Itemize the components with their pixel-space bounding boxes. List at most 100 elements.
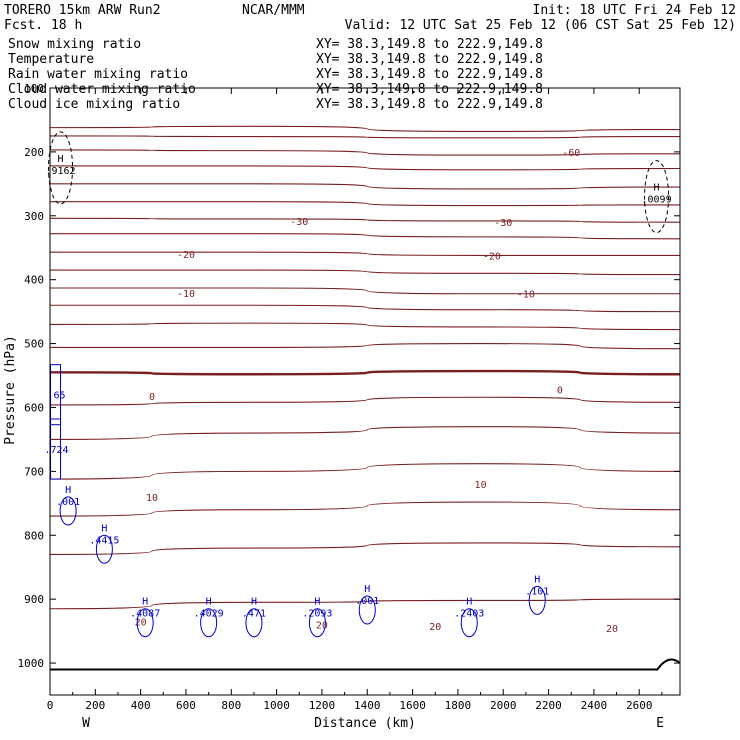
snow-max-value: .0099 bbox=[641, 195, 671, 206]
isotherm-line bbox=[49, 125, 681, 132]
x-tick-label: 400 bbox=[131, 699, 151, 712]
cloud-water-contour bbox=[528, 585, 546, 615]
field-name: Rain water mixing ratio bbox=[8, 67, 188, 82]
x-tick-label: 0 bbox=[47, 699, 54, 712]
y-tick-label: 900 bbox=[24, 593, 44, 606]
isotherm-label: 20 bbox=[606, 624, 618, 635]
snow-contour bbox=[48, 131, 74, 205]
x-tick-label: 1200 bbox=[309, 699, 336, 712]
cloud-water-max-value: .2403 bbox=[454, 609, 484, 620]
cloud-water-max-marker: H bbox=[101, 523, 107, 534]
valid-time: Valid: 12 UTC Sat 25 Feb 12 (06 CST Sat … bbox=[345, 18, 736, 33]
isotherm-line bbox=[49, 463, 681, 480]
west-label: W bbox=[82, 716, 90, 731]
cloud-water-contour bbox=[245, 608, 263, 638]
forecast-hour: Fcst. 18 h bbox=[4, 18, 82, 33]
isotherm-line bbox=[49, 217, 681, 223]
isotherm-label: 10 bbox=[146, 493, 158, 504]
isotherm-label: 20 bbox=[135, 618, 147, 629]
isotherm-label: 20 bbox=[429, 622, 441, 633]
cloud-water-max-value: .4415 bbox=[89, 535, 119, 546]
y-tick-label: 400 bbox=[24, 274, 44, 287]
isotherm-line bbox=[50, 343, 681, 350]
y-tick-label: 500 bbox=[24, 338, 44, 351]
isotherm-line bbox=[49, 322, 681, 331]
cloud-water-max-value: .2093 bbox=[302, 609, 332, 620]
cloud-water-max-marker: H bbox=[142, 597, 148, 608]
cloud-water-contour bbox=[308, 608, 326, 638]
isotherm-line bbox=[49, 501, 681, 517]
isotherm-label: -10 bbox=[177, 289, 195, 300]
x-tick-label: 200 bbox=[85, 699, 105, 712]
snow-max-marker: H bbox=[58, 154, 64, 165]
x-tick-label: 800 bbox=[221, 699, 241, 712]
isotherm-label: 10 bbox=[475, 480, 487, 491]
isotherm-label: -60 bbox=[562, 148, 580, 159]
field-xy: XY= 38.3,149.8 to 222.9,149.8 bbox=[316, 82, 543, 97]
model-title: TORERO 15km ARW Run2 bbox=[4, 3, 161, 18]
rain-contour bbox=[50, 418, 62, 480]
isotherm-line bbox=[50, 165, 681, 171]
cloud-water-contour bbox=[59, 496, 77, 526]
x-tick-label: 2400 bbox=[581, 699, 608, 712]
isotherm-label: -20 bbox=[177, 250, 195, 261]
x-tick-label: 2600 bbox=[626, 699, 653, 712]
isotherm-line bbox=[49, 149, 681, 156]
x-tick-label: 600 bbox=[176, 699, 196, 712]
cloud-water-max-marker: H bbox=[466, 597, 472, 608]
cloud-water-max-value: .001 bbox=[56, 497, 80, 508]
isotherm-label: 20 bbox=[316, 621, 328, 632]
x-tick-label: 1400 bbox=[354, 699, 381, 712]
isotherm-line bbox=[49, 369, 681, 376]
east-label: E bbox=[656, 716, 664, 731]
field-legend: Snow mixing ratio XY= 38.3,149.8 to 222.9… bbox=[8, 37, 543, 112]
cloud-water-max-marker: H bbox=[206, 597, 212, 608]
cloud-water-max-value: .471 bbox=[242, 609, 266, 620]
cloud-water-max-value: .101 bbox=[525, 586, 549, 597]
isotherm-line bbox=[49, 542, 681, 555]
org-label: NCAR/MMM bbox=[242, 3, 305, 18]
plot-frame bbox=[49, 87, 681, 696]
field-xy: XY= 38.3,149.8 to 222.9,149.8 bbox=[316, 37, 543, 52]
y-tick-label: 700 bbox=[24, 465, 44, 478]
isotherm-line bbox=[49, 426, 681, 440]
y-axis-label: Pressure (hPa) bbox=[3, 335, 18, 445]
y-tick-label: 100 bbox=[24, 82, 44, 95]
cloud-water-max-marker: H bbox=[364, 584, 370, 595]
isotherm-line bbox=[50, 183, 681, 190]
y-tick-label: 300 bbox=[24, 210, 44, 223]
isotherm-label: -20 bbox=[483, 251, 501, 262]
isotherm-label: 0 bbox=[149, 392, 155, 403]
y-tick-label: 200 bbox=[24, 146, 44, 159]
x-tick-label: 2200 bbox=[535, 699, 562, 712]
isotherm-label: -30 bbox=[290, 217, 308, 228]
isotherm-line bbox=[50, 201, 681, 207]
y-tick-label: 600 bbox=[24, 401, 44, 414]
isotherm-line bbox=[49, 269, 681, 276]
isotherm-line bbox=[49, 598, 681, 610]
field-name: Snow mixing ratio bbox=[8, 37, 141, 52]
isotherm-line bbox=[49, 304, 681, 313]
init-time: Init: 18 UTC Fri 24 Feb 12 bbox=[533, 3, 737, 18]
isotherm-line bbox=[50, 287, 680, 295]
cloud-water-contour bbox=[460, 608, 478, 638]
rain-contour bbox=[50, 364, 62, 426]
rain-max-value: .65 bbox=[48, 391, 66, 402]
cloud-water-max-marker: H bbox=[251, 597, 257, 608]
isotherm-line bbox=[50, 233, 681, 240]
isotherm-label: -30 bbox=[494, 218, 512, 229]
field-name: Cloud water mixing ratio bbox=[8, 82, 196, 97]
cloud-water-max-marker: H bbox=[534, 574, 540, 585]
field-name: Cloud ice mixing ratio bbox=[8, 97, 180, 112]
cloud-water-contour bbox=[358, 595, 376, 625]
y-tick-label: 1000 bbox=[18, 657, 45, 670]
x-tick-label: 1000 bbox=[263, 699, 290, 712]
isotherm-line bbox=[49, 396, 681, 406]
x-axis-label: Distance (km) bbox=[314, 716, 416, 731]
snow-max-value: .9162 bbox=[45, 166, 75, 177]
rain-max-value: .724 bbox=[44, 445, 68, 456]
field-xy: XY= 38.3,149.8 to 222.9,149.8 bbox=[316, 52, 543, 67]
isotherm-label: -10 bbox=[517, 290, 535, 301]
